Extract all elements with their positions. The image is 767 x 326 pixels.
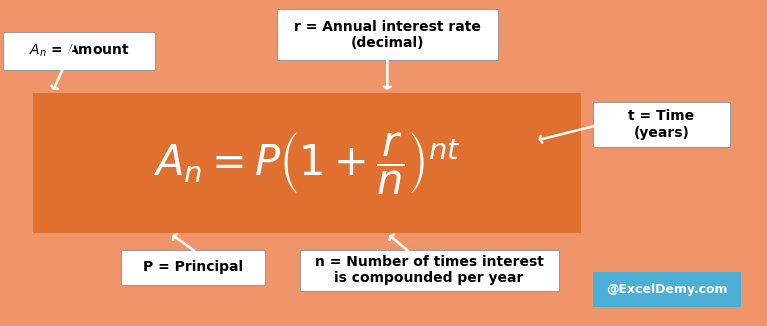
FancyBboxPatch shape (300, 249, 558, 291)
Text: t = Time
(years): t = Time (years) (628, 110, 694, 140)
Text: n = Number of times interest
is compounded per year: n = Number of times interest is compound… (314, 255, 544, 286)
Text: r = Annual interest rate
(decimal): r = Annual interest rate (decimal) (294, 20, 481, 50)
Text: $A_n$ = Amount: $A_n$ = Amount (28, 43, 130, 59)
Text: @ExcelDemy.com: @ExcelDemy.com (607, 283, 728, 296)
Text: P = Principal: P = Principal (143, 260, 243, 274)
FancyBboxPatch shape (593, 102, 730, 147)
Text: $A_n = P\left(1 + \dfrac{r}{n}\right)^{nt}$: $A_n = P\left(1 + \dfrac{r}{n}\right)^{n… (153, 130, 461, 196)
FancyBboxPatch shape (33, 93, 581, 233)
FancyBboxPatch shape (277, 9, 498, 60)
FancyBboxPatch shape (593, 272, 742, 307)
FancyBboxPatch shape (120, 249, 265, 285)
FancyBboxPatch shape (3, 32, 155, 70)
